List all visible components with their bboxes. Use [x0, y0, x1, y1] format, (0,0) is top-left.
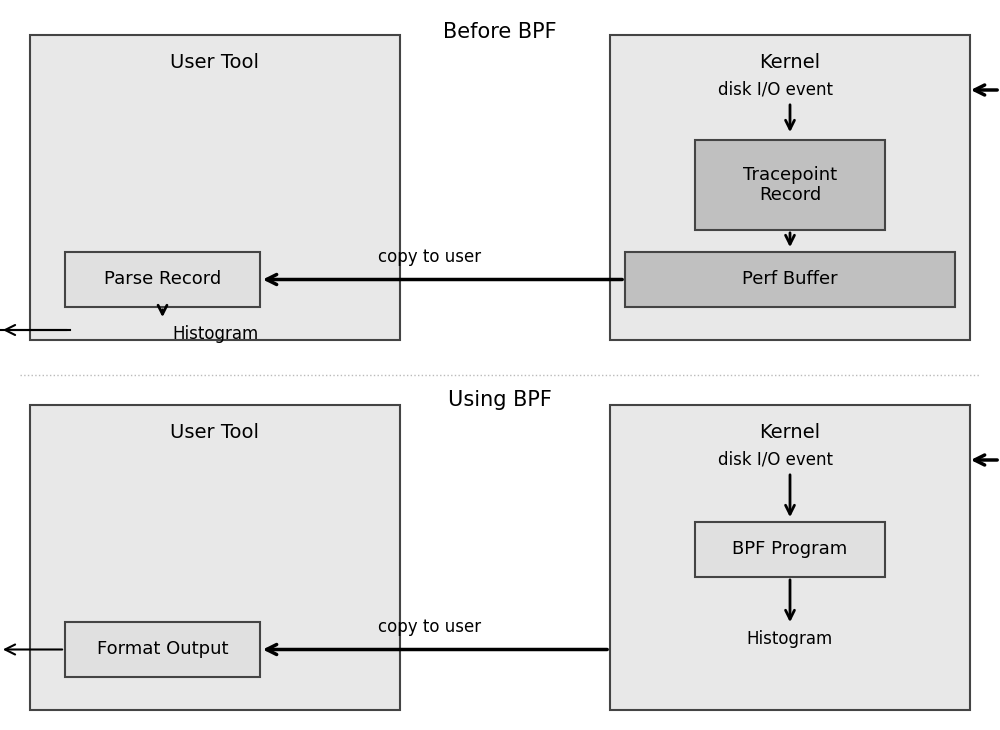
- Text: Kernel: Kernel: [759, 423, 821, 442]
- Bar: [625, 252, 955, 307]
- Text: Format Output: Format Output: [97, 640, 228, 658]
- Text: Before BPF: Before BPF: [443, 22, 557, 42]
- Text: copy to user: copy to user: [378, 618, 482, 636]
- Bar: [65, 252, 260, 307]
- Bar: [30, 405, 400, 710]
- Bar: [695, 522, 885, 577]
- Bar: [30, 35, 400, 340]
- Text: Tracepoint
Record: Tracepoint Record: [743, 166, 837, 204]
- Text: disk I/O event: disk I/O event: [718, 451, 832, 469]
- Text: Using BPF: Using BPF: [448, 390, 552, 410]
- Text: Histogram: Histogram: [173, 325, 259, 343]
- Text: User Tool: User Tool: [170, 423, 260, 442]
- Text: Perf Buffer: Perf Buffer: [742, 271, 838, 288]
- Bar: [65, 622, 260, 677]
- Text: BPF Program: BPF Program: [732, 540, 848, 558]
- Text: Parse Record: Parse Record: [104, 271, 221, 288]
- Text: disk I/O event: disk I/O event: [718, 81, 832, 99]
- Bar: [610, 35, 970, 340]
- Text: Kernel: Kernel: [759, 53, 821, 72]
- Bar: [610, 405, 970, 710]
- Bar: [695, 140, 885, 230]
- Text: User Tool: User Tool: [170, 53, 260, 72]
- Text: copy to user: copy to user: [378, 247, 482, 266]
- Text: Histogram: Histogram: [747, 630, 833, 648]
